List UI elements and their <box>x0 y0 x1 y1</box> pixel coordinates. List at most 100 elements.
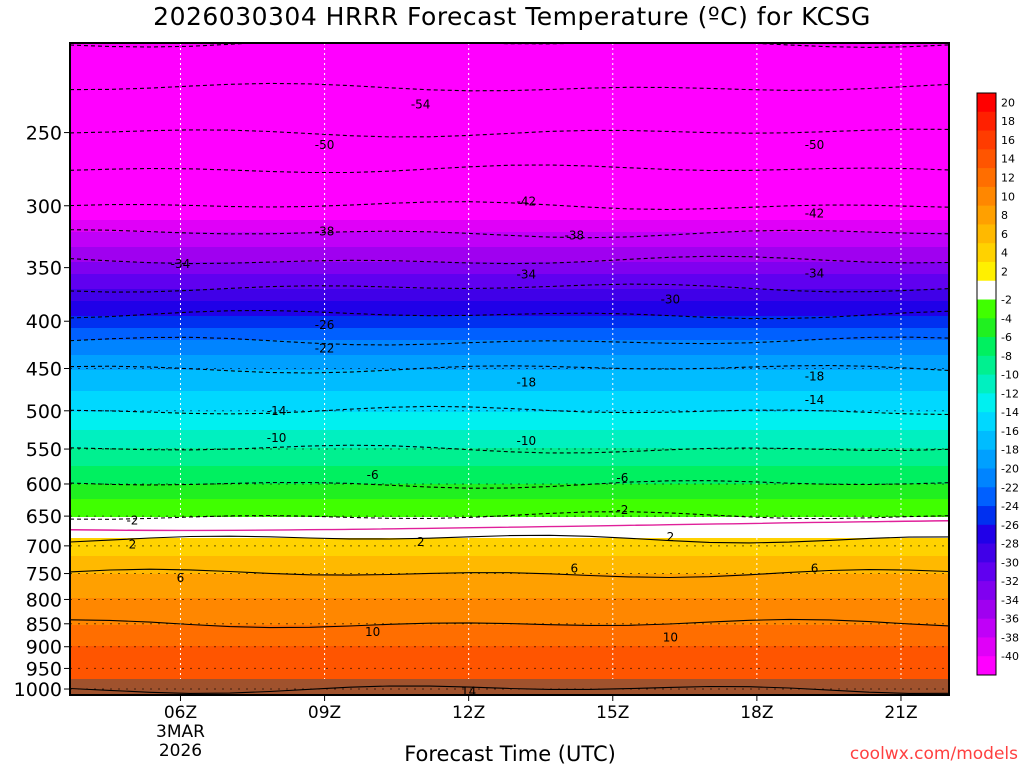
temperature-band <box>70 271 949 275</box>
contour-label: -2 <box>616 503 628 517</box>
temperature-band <box>70 169 949 173</box>
temperature-band <box>70 223 949 227</box>
temperature-band <box>70 289 949 293</box>
temperature-band <box>70 598 949 602</box>
temperature-band <box>70 490 949 494</box>
colorbar-segment <box>977 261 996 282</box>
y-tick-label: 850 <box>26 614 62 636</box>
y-tick-label: 800 <box>26 589 62 611</box>
colorbar-segment <box>977 618 996 638</box>
temperature-band <box>70 493 949 497</box>
y-tick-label: 900 <box>26 637 62 659</box>
colorbar-segment <box>977 599 996 620</box>
temperature-band <box>70 346 949 350</box>
temperature-band <box>70 241 949 245</box>
y-tick-label: 400 <box>26 311 62 333</box>
temperature-band <box>70 595 949 599</box>
temperature-band <box>70 148 949 152</box>
colorbar-label: 18 <box>1001 115 1015 128</box>
temperature-band <box>70 628 949 632</box>
temperature-band <box>70 499 949 503</box>
temperature-band <box>70 115 949 119</box>
colorbar-segment <box>977 130 996 150</box>
colorbar-label: -12 <box>1001 387 1019 400</box>
colorbar-segment <box>977 168 996 188</box>
temperature-band <box>70 322 949 326</box>
temperature-band <box>70 247 949 251</box>
temperature-band <box>70 394 949 398</box>
temperature-band <box>70 334 949 338</box>
contour-line <box>70 568 949 579</box>
temperature-band <box>70 487 949 491</box>
y-tick-label: 650 <box>26 506 62 528</box>
colorbar-label: 20 <box>1001 96 1015 109</box>
colorbar-segment <box>977 412 996 432</box>
temperature-band <box>70 232 949 236</box>
y-tick-label: 600 <box>26 474 62 496</box>
temperature-band <box>70 73 949 77</box>
contour-label: -54 <box>411 97 431 111</box>
contour-line <box>70 534 949 544</box>
contour-label: -6 <box>616 471 628 485</box>
temperature-band <box>70 292 949 296</box>
temperature-band <box>70 109 949 113</box>
temperature-band <box>70 49 949 53</box>
temperature-band <box>70 259 949 263</box>
temperature-band <box>70 385 949 389</box>
temperature-band <box>70 472 949 476</box>
colorbar-label: -22 <box>1001 481 1019 494</box>
colorbar-segment <box>977 506 996 526</box>
colorbar-segment <box>977 243 996 263</box>
temperature-band <box>70 412 949 416</box>
temperature-band <box>70 547 949 551</box>
colorbar-label: -4 <box>1001 312 1012 325</box>
colorbar-segment <box>977 468 996 488</box>
temperature-band <box>70 211 949 215</box>
y-tick-label: 300 <box>26 196 62 218</box>
temperature-band <box>70 565 949 569</box>
temperature-band <box>70 637 949 641</box>
contour-label: 2 <box>417 535 425 549</box>
contour-label: 2 <box>667 530 675 544</box>
temperature-band <box>70 436 949 440</box>
contour-label: -34 <box>805 266 825 280</box>
temperature-band <box>70 187 949 191</box>
x-tick-label: 18Z <box>740 703 773 723</box>
temperature-band <box>70 325 949 329</box>
temperature-band <box>70 145 949 149</box>
temperature-band <box>70 442 949 446</box>
colorbar-label: -38 <box>1001 631 1019 644</box>
y-tick-label: 700 <box>26 536 62 558</box>
y-tick-label: 250 <box>26 123 62 145</box>
colorbar-segment <box>977 374 996 394</box>
colorbar-label: -10 <box>1001 369 1019 382</box>
temperature-band <box>70 631 949 635</box>
colorbar-label: -34 <box>1001 594 1019 607</box>
contour-label: -34 <box>171 257 191 271</box>
temperature-band <box>70 382 949 386</box>
chart-title: 2026030304 HRRR Forecast Temperature (ºC… <box>153 2 871 31</box>
colorbar-label: -26 <box>1001 519 1019 532</box>
temperature-band <box>70 88 949 92</box>
colorbar-segment <box>977 111 996 132</box>
temperature-band <box>70 151 949 155</box>
temperature-band <box>70 484 949 488</box>
temperature-band <box>70 160 949 164</box>
temperature-band <box>70 157 949 161</box>
temperature-band <box>70 166 949 170</box>
temperature-band <box>70 253 949 257</box>
credit-link[interactable]: coolwx.com/models <box>849 744 1018 764</box>
temperature-band <box>70 553 949 557</box>
temperature-band <box>70 541 949 545</box>
temperature-band <box>70 43 949 47</box>
contour-label: -26 <box>315 318 335 332</box>
temperature-band <box>70 301 949 305</box>
colorbar-label: -32 <box>1001 575 1019 588</box>
x-tick-label: 21Z <box>884 703 917 723</box>
temperature-band <box>70 559 949 563</box>
temperature-band <box>70 421 949 425</box>
x-tick-label: 12Z <box>452 703 485 723</box>
colorbar-label: 12 <box>1001 171 1015 184</box>
colorbar-segment <box>977 186 996 207</box>
temperature-band <box>70 616 949 620</box>
